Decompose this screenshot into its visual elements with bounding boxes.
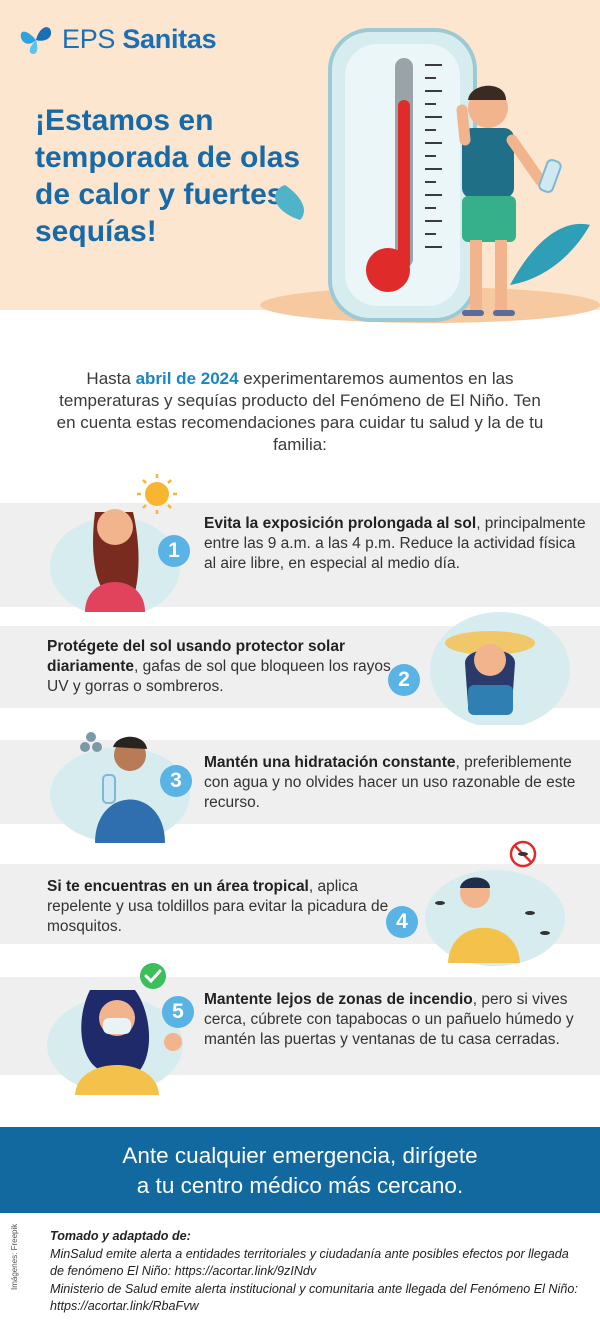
reference-item[interactable]: Ministerio de Salud emite alerta institu…	[50, 1281, 578, 1314]
tip-number-3: 3	[160, 765, 192, 797]
references-title: Tomado y adaptado de:	[50, 1229, 191, 1243]
water-drops-icon	[80, 732, 102, 752]
intro-highlight-date: abril de 2024	[135, 369, 239, 388]
fire-safety-illustration	[47, 963, 183, 1095]
tip-number-5: 5	[162, 996, 194, 1028]
intro-paragraph: Hasta abril de 2024 experimentaremos aum…	[56, 369, 544, 454]
tip-number-2: 2	[388, 664, 420, 696]
mosquito-illustration	[425, 840, 565, 966]
leaf-icon	[275, 185, 590, 285]
emergency-banner: Ante cualquier emergencia, dirígete a tu…	[0, 1127, 600, 1213]
emergency-line-2: a tu centro médico más cercano.	[136, 1173, 464, 1198]
butterfly-logo-icon	[20, 27, 52, 54]
check-icon	[140, 963, 166, 989]
emergency-line-1: Ante cualquier emergencia, dirígete	[122, 1143, 478, 1168]
hydration-illustration	[50, 732, 190, 843]
tip-text-1: Evita la exposición prolongada al sol, p…	[204, 515, 586, 572]
heatwave-illustration	[260, 28, 600, 323]
thermometer-icon	[328, 28, 477, 322]
tip-text-3: Mantén una hidratación constante, prefer…	[204, 754, 576, 811]
tip-number-4: 4	[386, 906, 418, 938]
tip-text-4: Si te encuentras en un área tropical, ap…	[47, 878, 389, 935]
tip-number-1: 1	[158, 535, 190, 567]
sun-icon	[137, 474, 177, 514]
references: Tomado y adaptado de: MinSalud emite ale…	[50, 1228, 585, 1316]
page-title: ¡Estamos en temporada de olas de calor y…	[35, 104, 301, 248]
brand-name: EPS Sanitas	[62, 23, 217, 54]
image-credit: Imágenes: Freepik	[10, 1223, 19, 1290]
mosquito-icon	[509, 840, 537, 868]
sunscreen-illustration	[430, 612, 570, 725]
tip-text-2: Protégete del sol usando protector solar…	[47, 638, 391, 695]
sun-exposure-illustration	[50, 474, 180, 612]
reference-item[interactable]: MinSalud emite alerta a entidades territ…	[50, 1246, 569, 1279]
tip-text-5: Mantente lejos de zonas de incendio, per…	[204, 991, 574, 1048]
hot-person-illustration	[456, 85, 562, 316]
brand-logo[interactable]: EPS Sanitas	[18, 22, 217, 56]
